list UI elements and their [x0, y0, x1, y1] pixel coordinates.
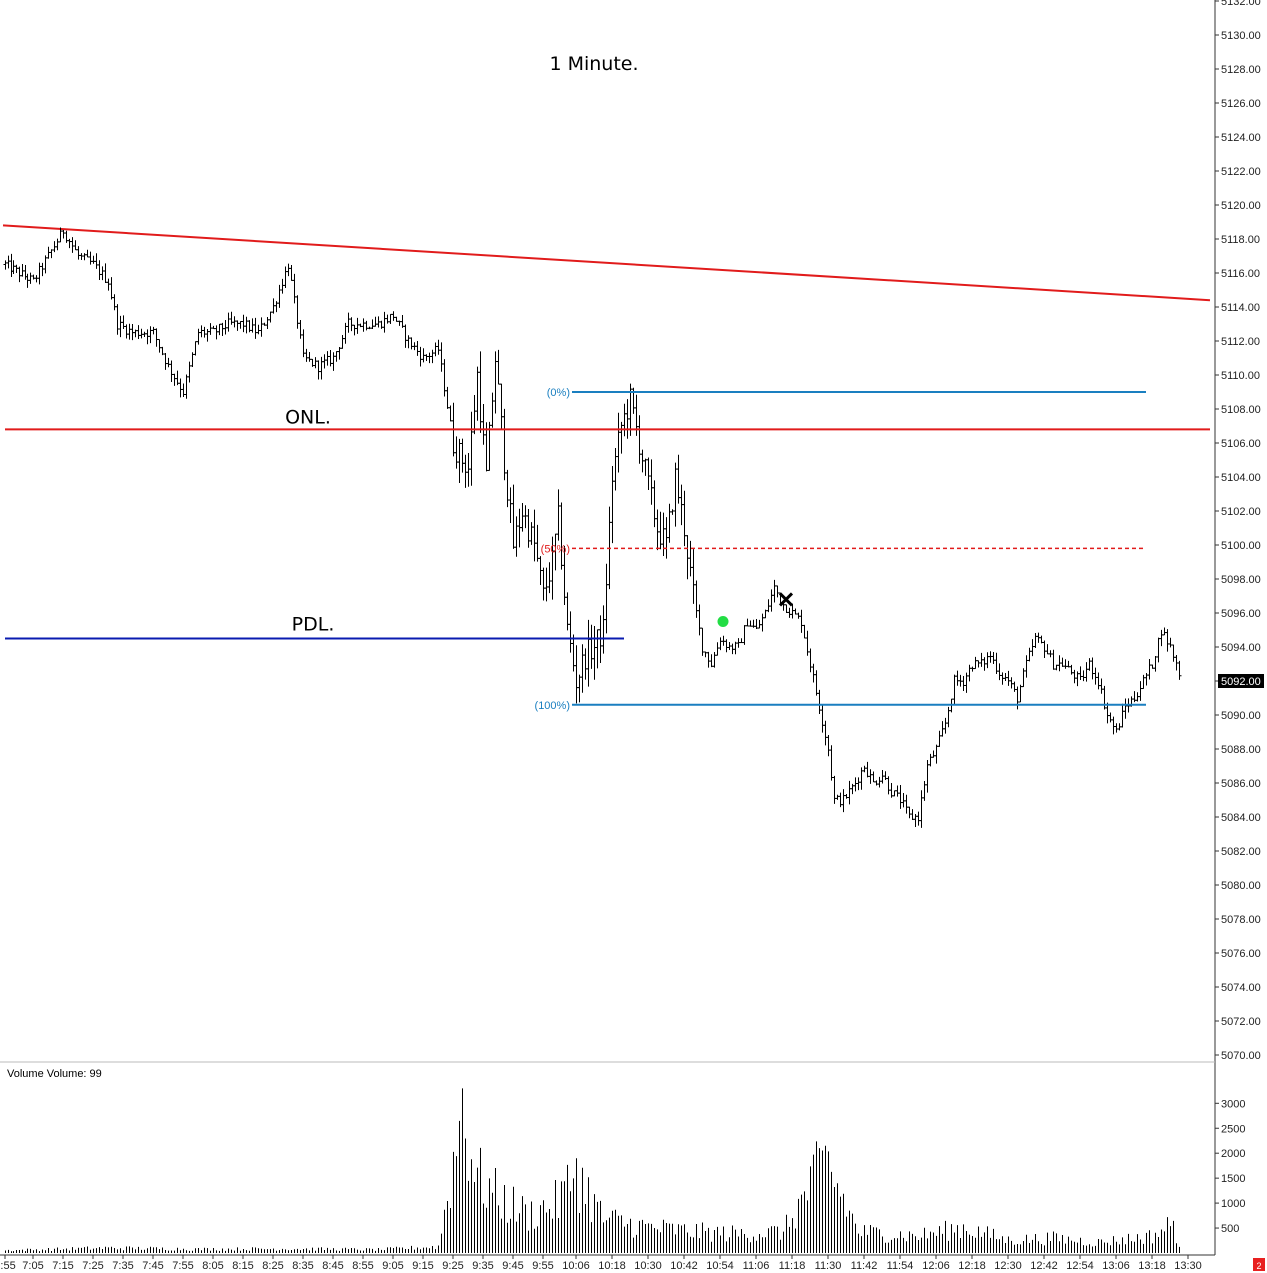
descending-trendline[interactable]: [2, 224, 1211, 302]
time-tick-label: 8:45: [322, 1260, 343, 1272]
fib-50-label: (50%): [541, 543, 570, 555]
time-tick-label: 9:45: [502, 1260, 523, 1272]
price-tick-label: 5088.00: [1221, 744, 1261, 756]
corner-status-label: 2: [1256, 1261, 1261, 1271]
time-tick-label: 13:06: [1102, 1260, 1130, 1272]
last-price-label: 5092.00: [1221, 676, 1261, 688]
time-axis[interactable]: 6:55 7:05 7:15 7:25 7:35 7:45 7:55 8:05 8:15 8:25…: [0, 1255, 1202, 1272]
time-tick-label: 11:06: [743, 1260, 770, 1272]
price-tick-label: 5086.00: [1221, 778, 1261, 790]
volume-tick-label: 2500: [1221, 1123, 1245, 1135]
price-tick-label: 5106.00: [1221, 438, 1261, 450]
price-tick-label: 5132.00: [1221, 0, 1261, 8]
time-tick-label: 7:25: [82, 1260, 103, 1272]
volume-axis: 500 1000 1500 2000 2500 3000: [1215, 1098, 1245, 1235]
price-tick-label: 5084.00: [1221, 812, 1261, 824]
volume-title: Volume Volume: 99: [7, 1068, 102, 1080]
time-tick-label: 13:18: [1138, 1260, 1166, 1272]
price-tick-label: 5098.00: [1221, 574, 1261, 586]
time-tick-label: 10:42: [670, 1260, 698, 1272]
volume-tick-label: 500: [1221, 1223, 1239, 1235]
time-tick-label: 7:35: [112, 1260, 133, 1272]
time-tick-label: 8:05: [202, 1260, 223, 1272]
price-tick-label: 5124.00: [1221, 132, 1261, 144]
price-tick-label: 5112.00: [1221, 336, 1260, 348]
time-tick-label: 9:25: [442, 1260, 463, 1272]
price-tick-label: 5076.00: [1221, 948, 1261, 960]
time-tick-label: 13:30: [1174, 1260, 1202, 1272]
price-tick-label: 5122.00: [1221, 166, 1261, 178]
price-tick-label: 5104.00: [1221, 472, 1261, 484]
onl-label: ONL.: [285, 406, 331, 428]
trendline-layer: [2, 224, 1211, 302]
time-tick-label: 11:18: [779, 1260, 806, 1272]
time-tick-label: 10:54: [706, 1260, 734, 1272]
price-tick-label: 5118.00: [1221, 234, 1260, 246]
price-tick-label: 5072.00: [1221, 1016, 1261, 1028]
annotation-layer: ONL. PDL. (0%) (50%) (100%): [5, 387, 1210, 712]
volume-tick-label: 1000: [1221, 1198, 1245, 1210]
price-tick-label: 5108.00: [1221, 404, 1261, 416]
time-tick-label: 7:55: [172, 1260, 193, 1272]
pdl-label: PDL.: [292, 614, 335, 636]
time-tick-label: 8:35: [292, 1260, 313, 1272]
time-tick-label: 6:55: [0, 1260, 16, 1272]
price-tick-label: 5070.00: [1221, 1050, 1261, 1062]
x-marker[interactable]: [778, 592, 794, 607]
time-tick-label: 7:15: [52, 1260, 73, 1272]
time-tick-label: 12:18: [958, 1260, 986, 1272]
time-tick-label: 10:30: [634, 1260, 662, 1272]
price-tick-label: 5082.00: [1221, 846, 1261, 858]
price-tick-label: 5100.00: [1221, 540, 1261, 552]
time-tick-label: 8:25: [262, 1260, 283, 1272]
time-tick-label: 7:05: [22, 1260, 43, 1272]
time-tick-label: 9:55: [532, 1260, 553, 1272]
price-tick-label: 5090.00: [1221, 710, 1261, 722]
price-tick-label: 5080.00: [1221, 880, 1261, 892]
price-tick-label: 5130.00: [1221, 30, 1261, 42]
time-tick-label: 10:18: [598, 1260, 626, 1272]
price-tick-label: 5116.00: [1221, 268, 1260, 280]
time-tick-label: 11:54: [887, 1260, 914, 1272]
volume-bars: [5, 1088, 1180, 1253]
price-tick-label: 5078.00: [1221, 914, 1261, 926]
time-tick-label: 11:30: [815, 1260, 842, 1272]
price-tick-label: 5120.00: [1221, 200, 1261, 212]
time-tick-label: 9:05: [382, 1260, 403, 1272]
time-tick-label: 11:42: [851, 1260, 878, 1272]
price-tick-label: 5102.00: [1221, 506, 1261, 518]
time-tick-label: 12:30: [994, 1260, 1022, 1272]
fib-100-label: (100%): [535, 700, 570, 712]
price-tick-label: 5126.00: [1221, 98, 1261, 110]
green-dot-marker[interactable]: [717, 616, 729, 627]
volume-tick-label: 2000: [1221, 1148, 1245, 1160]
time-tick-label: 7:45: [142, 1260, 163, 1272]
price-tick-label: 5128.00: [1221, 64, 1261, 76]
candles-layer: [3, 227, 1182, 828]
time-tick-label: 9:35: [472, 1260, 493, 1272]
corner-status-box[interactable]: [1253, 1258, 1265, 1271]
time-tick-label: 12:06: [922, 1260, 950, 1272]
price-tick-label: 5096.00: [1221, 608, 1261, 620]
time-tick-label: 8:15: [232, 1260, 253, 1272]
time-tick-label: 12:54: [1066, 1260, 1094, 1272]
price-tick-label: 5110.00: [1221, 370, 1260, 382]
chart-title: 1 Minute.: [549, 53, 638, 75]
time-tick-label: 8:55: [352, 1260, 373, 1272]
price-tick-label: 5074.00: [1221, 982, 1261, 994]
price-tick-label: 5114.00: [1221, 302, 1260, 314]
time-tick-label: 10:06: [562, 1260, 590, 1272]
time-tick-label: 9:15: [412, 1260, 433, 1272]
volume-tick-label: 1500: [1221, 1173, 1245, 1185]
price-tick-label: 5094.00: [1221, 642, 1261, 654]
last-price-box: [1218, 674, 1264, 688]
fib-0-label: (0%): [547, 387, 570, 399]
time-tick-label: 12:42: [1030, 1260, 1058, 1272]
volume-tick-label: 3000: [1221, 1098, 1245, 1110]
price-axis[interactable]: 5070.00 5072.00 5074.00 5076.00 5078.00 5080.…: [1215, 0, 1264, 1062]
